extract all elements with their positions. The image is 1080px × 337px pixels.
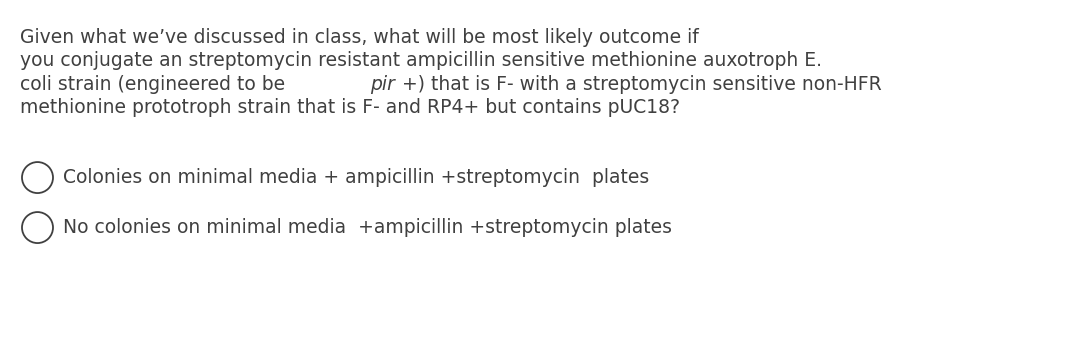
Text: coli strain (engineered to be: coli strain (engineered to be: [21, 75, 292, 94]
Text: you conjugate an streptomycin resistant ampicillin sensitive methionine auxotrop: you conjugate an streptomycin resistant …: [21, 52, 822, 70]
Text: Given what we’ve discussed in class, what will be most likely outcome if: Given what we’ve discussed in class, wha…: [21, 28, 699, 47]
Text: methionine prototroph strain that is F- and RP4+ but contains pUC18?: methionine prototroph strain that is F- …: [21, 98, 680, 117]
Text: pir: pir: [369, 75, 394, 94]
Text: +) that is F- with a streptomycin sensitive non-HFR: +) that is F- with a streptomycin sensit…: [402, 75, 881, 94]
Text: No colonies on minimal media  +ampicillin +streptomycin plates: No colonies on minimal media +ampicillin…: [63, 218, 672, 237]
Text: Colonies on minimal media + ampicillin +streptomycin  plates: Colonies on minimal media + ampicillin +…: [63, 168, 649, 187]
